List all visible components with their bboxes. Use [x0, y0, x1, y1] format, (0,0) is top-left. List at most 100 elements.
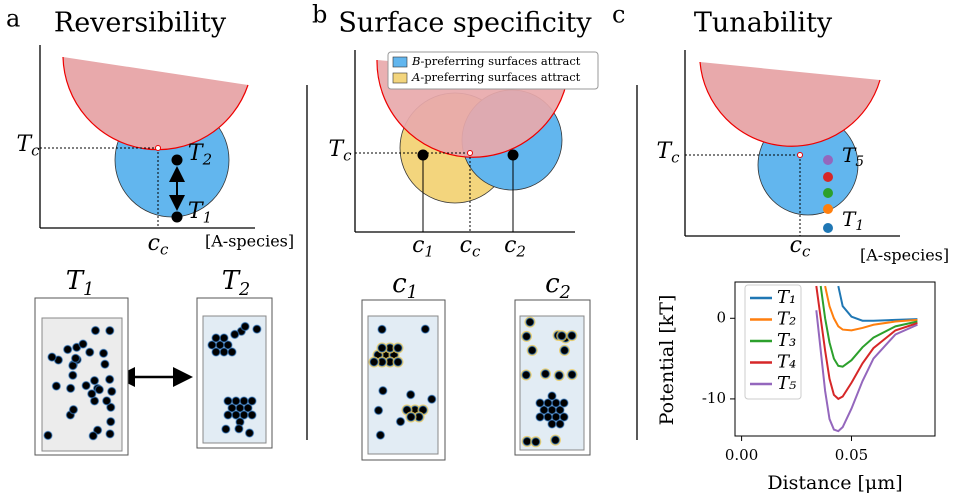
particle-core: [83, 382, 89, 388]
particle-core: [541, 407, 547, 413]
math-label: Tc: [16, 132, 40, 160]
particle-core: [533, 439, 539, 445]
math-sub: c: [160, 241, 169, 259]
particle-core: [387, 359, 393, 365]
particle-core: [379, 345, 385, 351]
particle-core: [537, 414, 543, 420]
particle-core: [557, 421, 563, 427]
legend-italic: B: [411, 54, 420, 68]
particle-core: [245, 405, 251, 411]
state-point: [823, 155, 833, 165]
particle-core: [96, 386, 102, 392]
state-point: [172, 212, 183, 223]
particle-core: [397, 418, 403, 424]
particle-core: [407, 391, 413, 397]
particle-core: [242, 323, 248, 329]
axis-label: [A-species]: [860, 246, 949, 265]
math-label: c1: [412, 233, 434, 261]
particle-core: [103, 398, 109, 404]
particle-core: [379, 359, 385, 365]
particle-core: [107, 431, 113, 437]
particle-core: [45, 432, 51, 438]
math-label: c1: [392, 269, 418, 303]
math-sub: c: [31, 142, 40, 160]
particle-core: [87, 349, 93, 355]
particle-core: [379, 326, 385, 332]
particle-core: [523, 372, 529, 378]
legend-swatch: [393, 57, 407, 67]
legend-text: -preferring surfaces attract: [420, 54, 580, 68]
particle-core: [53, 383, 59, 389]
legend-italic: A: [411, 70, 420, 84]
math-main: c: [790, 233, 802, 258]
critical-point: [156, 146, 161, 151]
particle-core: [569, 332, 575, 338]
particle-core: [422, 326, 428, 332]
axis-label: [A-species]: [205, 232, 294, 251]
series-line: [838, 286, 917, 321]
legend-label: A-preferring surfaces attract: [411, 70, 581, 84]
page: {"panels": [ {"letter": "a", "title": "R…: [0, 0, 961, 500]
math-label: cc: [460, 233, 481, 261]
math-label: c2: [545, 269, 571, 303]
figure: a Reversibility [A-species] b Surface sp…: [0, 0, 961, 500]
particle-core: [70, 362, 76, 368]
math-main: T: [222, 266, 241, 296]
math-main: c: [392, 269, 407, 299]
particle-core: [225, 342, 231, 348]
particle-core: [72, 355, 78, 361]
x-axis-title: Distance [μm]: [767, 472, 902, 494]
particle-core: [524, 438, 530, 444]
state-point: [823, 188, 833, 198]
state-point: [823, 223, 833, 233]
particle-core: [371, 359, 377, 365]
particle-core: [107, 327, 113, 333]
particle-core: [70, 372, 76, 378]
y-tick-label: -10: [702, 389, 726, 407]
particle-core: [559, 333, 565, 339]
math-label: c2: [504, 233, 526, 261]
math-sub: c: [671, 149, 680, 167]
particle-core: [221, 335, 227, 341]
particle-core: [89, 391, 95, 397]
phase-region: [700, 62, 880, 146]
x-tick-label: 0.05: [835, 446, 868, 464]
state-point: [508, 150, 519, 161]
math-sub: 2: [515, 243, 526, 261]
particle-core: [241, 412, 247, 418]
particle-core: [213, 335, 219, 341]
math-label: Tc: [656, 139, 680, 167]
math-label: cc: [148, 231, 169, 259]
particle-core: [549, 393, 555, 399]
critical-point: [798, 153, 803, 158]
math-main: T: [66, 266, 85, 296]
math-sub: 2: [559, 283, 571, 303]
panel-title: Reversibility: [54, 8, 227, 39]
particle-core: [561, 414, 567, 420]
math-main: c: [412, 233, 424, 258]
particle-core: [375, 407, 381, 413]
particle-core: [221, 349, 227, 355]
plot-area: [816, 286, 917, 431]
particle-core: [561, 347, 567, 353]
particle-core: [223, 426, 229, 432]
particle-core: [225, 412, 231, 418]
particle-core: [90, 433, 96, 439]
particle-core: [561, 400, 567, 406]
particle-core: [102, 361, 108, 367]
legend-text: -preferring surfaces attract: [420, 70, 580, 84]
particle-core: [556, 372, 562, 378]
legend-label: T₄: [777, 352, 796, 373]
particle-core: [549, 421, 555, 427]
legend-label: T₃: [777, 330, 796, 351]
particle-core: [416, 414, 422, 420]
math-main: c: [504, 233, 516, 258]
particle-core: [380, 387, 386, 393]
particle-core: [229, 349, 235, 355]
state-point: [418, 150, 429, 161]
math-main: c: [148, 231, 160, 256]
particle-core: [233, 398, 239, 404]
particle-core: [529, 347, 535, 353]
legend-label: B-preferring surfaces attract: [411, 54, 581, 68]
particle-core: [249, 412, 255, 418]
